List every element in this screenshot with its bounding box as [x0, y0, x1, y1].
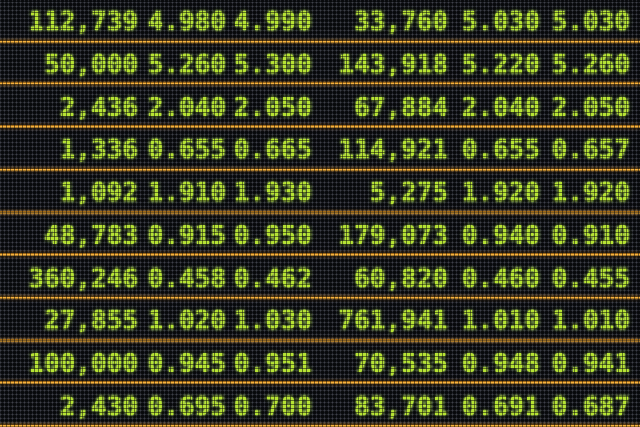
right-ask-price-cell: 1.010 — [551, 306, 630, 337]
right-volume-cell: 60,820 — [354, 263, 448, 294]
ticker-row: 100,000 0.945 0.951 70,535 0.948 0.941 — [0, 342, 640, 385]
left-volume-cell: 27,855 — [44, 306, 138, 337]
ticker-row: 1,336 0.655 0.665 114,921 0.655 0.657 — [0, 128, 640, 171]
right-volume-cell: 83,701 — [354, 391, 448, 422]
left-bid-price-cell: 1.910 — [147, 178, 226, 209]
left-ask-price-cell: 1.030 — [233, 306, 312, 337]
right-volume-cell: 761,941 — [338, 306, 448, 337]
left-bid-price-cell: 0.695 — [147, 391, 226, 422]
left-bid-price-cell: 0.945 — [147, 348, 226, 379]
left-volume-cell: 100,000 — [28, 348, 138, 379]
right-bid-price-cell: 5.030 — [461, 7, 540, 38]
right-bid-price-cell: 1.010 — [461, 306, 540, 337]
left-ask-price-cell: 4.990 — [233, 7, 312, 38]
left-ask-price-cell: 5.300 — [233, 50, 312, 81]
right-ask-price-cell: 1.920 — [551, 178, 630, 209]
right-volume-cell: 67,884 — [354, 92, 448, 123]
left-bid-price-cell: 1.020 — [147, 306, 226, 337]
right-bid-price-cell: 1.920 — [461, 178, 540, 209]
right-bid-price-cell: 2.040 — [461, 92, 540, 123]
left-ask-price-cell: 0.950 — [233, 220, 312, 251]
right-volume-cell: 5,275 — [369, 178, 448, 209]
right-volume-cell: 33,760 — [354, 7, 448, 38]
right-bid-price-cell: 0.948 — [461, 348, 540, 379]
left-ask-price-cell: 0.951 — [233, 348, 312, 379]
ticker-row: 2,430 0.695 0.700 83,701 0.691 0.687 — [0, 384, 640, 427]
right-ask-price-cell: 0.687 — [551, 391, 630, 422]
right-volume-cell: 70,535 — [354, 348, 448, 379]
right-ask-price-cell: 0.455 — [551, 263, 630, 294]
left-volume-cell: 112,739 — [28, 7, 138, 38]
left-volume-cell: 2,436 — [59, 92, 138, 123]
ticker-row: 1,092 1.910 1.930 5,275 1.920 1.920 — [0, 171, 640, 214]
left-bid-price-cell: 0.458 — [147, 263, 226, 294]
left-bid-price-cell: 0.915 — [147, 220, 226, 251]
left-volume-cell: 1,092 — [59, 178, 138, 209]
right-ask-price-cell: 2.050 — [551, 92, 630, 123]
ticker-row: 50,000 5.260 5.300 143,918 5.220 5.260 — [0, 43, 640, 86]
right-bid-price-cell: 5.220 — [461, 50, 540, 81]
right-bid-price-cell: 0.691 — [461, 391, 540, 422]
left-volume-cell: 2,430 — [59, 391, 138, 422]
left-volume-cell: 360,246 — [28, 263, 138, 294]
ticker-row: 2,436 2.040 2.050 67,884 2.040 2.050 — [0, 85, 640, 129]
right-ask-price-cell: 0.910 — [551, 220, 630, 251]
ticker-row: 360,246 0.458 0.462 60,820 0.460 0.455 — [0, 256, 640, 299]
right-ask-price-cell: 0.657 — [551, 135, 630, 166]
right-ask-price-cell: 5.030 — [551, 7, 630, 38]
left-bid-price-cell: 4.980 — [147, 7, 226, 38]
right-volume-cell: 143,918 — [338, 50, 448, 81]
ticker-row: 48,783 0.915 0.950 179,073 0.940 0.910 — [0, 214, 640, 257]
left-ask-price-cell: 0.700 — [233, 391, 312, 422]
left-ask-price-cell: 0.665 — [233, 135, 312, 166]
left-bid-price-cell: 0.655 — [147, 135, 226, 166]
ticker-row: 112,739 4.980 4.990 33,760 5.030 5.030 — [0, 0, 640, 43]
left-bid-price-cell: 5.260 — [147, 50, 226, 81]
left-bid-price-cell: 2.040 — [147, 92, 226, 123]
right-ask-price-cell: 0.941 — [551, 348, 630, 379]
right-bid-price-cell: 0.655 — [461, 135, 540, 166]
right-volume-cell: 114,921 — [338, 135, 448, 166]
right-ask-price-cell: 5.260 — [551, 50, 630, 81]
right-bid-price-cell: 0.460 — [461, 263, 540, 294]
left-ask-price-cell: 2.050 — [233, 92, 312, 123]
left-volume-cell: 50,000 — [44, 50, 138, 81]
ticker-row: 27,855 1.020 1.030 761,941 1.010 1.010 — [0, 299, 640, 342]
left-ask-price-cell: 0.462 — [233, 263, 312, 294]
left-volume-cell: 48,783 — [44, 220, 138, 251]
right-volume-cell: 179,073 — [338, 220, 448, 251]
right-bid-price-cell: 0.940 — [461, 220, 540, 251]
left-volume-cell: 1,336 — [59, 135, 138, 166]
left-ask-price-cell: 1.930 — [233, 178, 312, 209]
